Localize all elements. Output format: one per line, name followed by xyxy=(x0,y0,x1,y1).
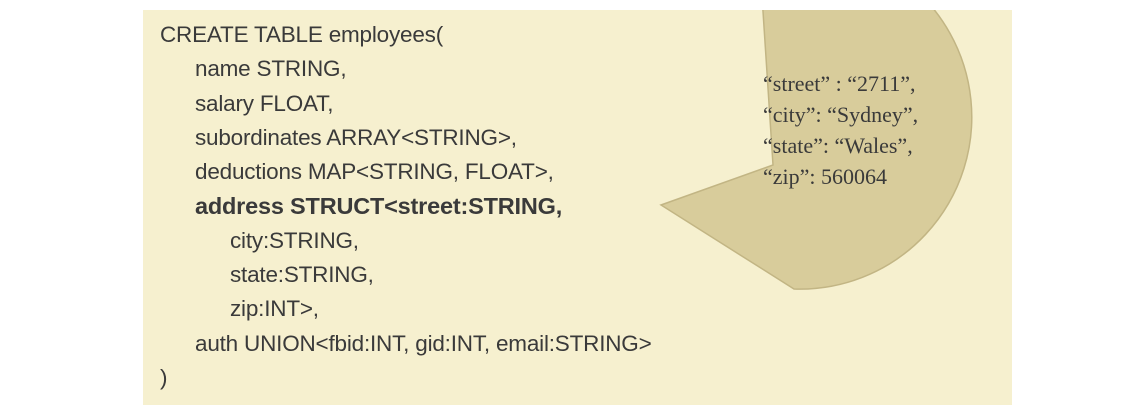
code-line-address: address STRUCT<street:STRING, xyxy=(195,193,563,220)
bubble-line-zip: “zip”: 560064 xyxy=(763,164,888,189)
code-line-name: name STRING, xyxy=(195,56,347,82)
speech-bubble xyxy=(659,10,973,290)
speech-bubble-shape xyxy=(659,10,973,290)
code-line-state: state:STRING, xyxy=(230,262,374,288)
bubble-line-state: “state”: “Wales”, xyxy=(763,133,913,158)
code-line-deductions: deductions MAP<STRING, FLOAT>, xyxy=(195,159,554,185)
sql-code-block: CREATE TABLE employees( name STRING, sal… xyxy=(160,18,652,395)
bubble-text-block: “street” : “2711”, “city”: “Sydney”, “st… xyxy=(763,68,918,192)
code-line-auth: auth UNION<fbid:INT, gid:INT, email:STRI… xyxy=(195,330,652,356)
code-line-create-table: CREATE TABLE employees( xyxy=(160,22,444,47)
code-line-subordinates: subordinates ARRAY<STRING>, xyxy=(195,124,517,150)
bubble-line-street: “street” : “2711”, xyxy=(763,71,916,96)
code-line-close-paren: ) xyxy=(160,364,168,390)
code-line-salary: salary FLOAT, xyxy=(195,90,334,116)
code-line-zip: zip:INT>, xyxy=(230,296,319,322)
code-line-city: city:STRING, xyxy=(230,227,359,253)
bubble-line-city: “city”: “Sydney”, xyxy=(763,102,919,127)
slide-panel: CREATE TABLE employees( name STRING, sal… xyxy=(143,10,1012,405)
